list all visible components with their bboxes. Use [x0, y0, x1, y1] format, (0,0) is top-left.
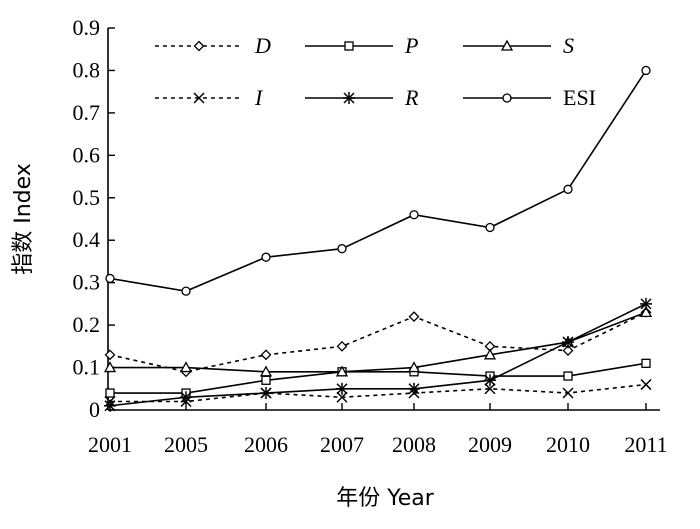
data-point: [408, 382, 420, 395]
x-tick-label: 2010: [546, 432, 590, 457]
legend-label: P: [404, 33, 418, 58]
data-point: [641, 65, 651, 76]
legend-item-r: R: [305, 85, 419, 110]
data-point: [181, 286, 191, 296]
legend-item-esi: ESI: [463, 85, 596, 110]
y-tick-label: 0.9: [73, 15, 101, 40]
series-r: [104, 297, 652, 412]
data-point: [261, 252, 271, 262]
data-point: [260, 349, 272, 361]
y-tick-label: 0: [89, 397, 100, 422]
legend: D P S I R ESI: [155, 33, 596, 110]
legend-label: ESI: [563, 85, 596, 110]
legend-item-s: S: [463, 33, 574, 58]
data-point: [336, 382, 348, 395]
data-point: [562, 387, 574, 399]
series-line-i: [110, 383, 647, 403]
data-point: [259, 365, 273, 377]
series-line-r: [109, 303, 647, 407]
y-tick-label: 0.2: [73, 312, 101, 337]
series-line-esi: [109, 70, 647, 292]
y-tick-label: 0.7: [73, 100, 101, 125]
y-tick-label: 0.6: [73, 142, 101, 167]
x-tick-label: 2005: [164, 432, 208, 457]
y-tick-label: 0.1: [73, 355, 101, 380]
data-point: [640, 379, 652, 391]
series-line-s: [110, 311, 647, 373]
data-point: [103, 361, 117, 373]
legend-marker: [193, 92, 205, 104]
legend-item-p: P: [305, 33, 418, 58]
data-point: [335, 365, 349, 377]
data-point: [640, 297, 652, 310]
x-tick-label: 2011: [624, 432, 667, 457]
data-point: [337, 244, 347, 254]
series-layer: [103, 65, 653, 412]
x-tick-label: 2001: [88, 432, 132, 457]
legend-label: R: [404, 85, 419, 110]
legend-marker: [502, 93, 512, 103]
legend-marker: [344, 41, 354, 51]
data-point: [562, 345, 574, 356]
x-tick-label: 2007: [320, 432, 364, 457]
x-tick-label: 2009: [468, 432, 512, 457]
y-tick-label: 0.8: [73, 57, 101, 82]
y-tick-label: 0.4: [73, 227, 101, 252]
data-point: [104, 349, 116, 361]
data-point: [261, 375, 271, 385]
data-point: [639, 306, 653, 318]
data-point: [180, 391, 192, 404]
y-axis-label: 指数 Index: [11, 163, 36, 275]
legend-label: S: [563, 33, 574, 58]
x-axis-label: 年份 Year: [336, 486, 435, 511]
data-point: [563, 184, 573, 194]
data-point: [336, 391, 348, 403]
data-point: [407, 361, 421, 373]
data-point: [105, 388, 115, 398]
data-point: [483, 348, 497, 360]
data-point: [336, 340, 348, 352]
data-point: [409, 210, 419, 220]
data-point: [179, 361, 193, 373]
data-point: [562, 336, 574, 349]
legend-label: D: [254, 33, 271, 58]
series-esi: [105, 65, 651, 296]
legend-marker: [500, 39, 514, 51]
data-point: [484, 383, 496, 395]
data-point: [484, 374, 496, 387]
y-tick-label: 0.3: [73, 270, 101, 295]
data-point: [104, 399, 116, 412]
series-line-p: [110, 362, 647, 394]
data-point: [408, 311, 420, 323]
y-tick-label: 0.5: [73, 185, 101, 210]
legend-item-i: I: [155, 85, 264, 110]
data-point: [105, 273, 115, 284]
y-ticks: 0 0.1 0.2 0.3 0.4 0.5 0.6 0.7 0.8 0.9: [73, 15, 115, 422]
x-ticks: 2001 2005 2006 2007 2008 2009 2010 2011: [88, 403, 668, 457]
data-point: [485, 222, 495, 233]
data-point: [260, 387, 272, 400]
legend-item-d: D: [155, 33, 271, 58]
legend-marker: [343, 92, 355, 104]
data-point: [641, 358, 651, 368]
data-point: [563, 371, 573, 381]
legend-label: I: [254, 85, 264, 110]
x-tick-label: 2006: [244, 432, 288, 457]
x-tick-label: 2008: [392, 432, 436, 457]
legend-marker: [193, 40, 205, 52]
